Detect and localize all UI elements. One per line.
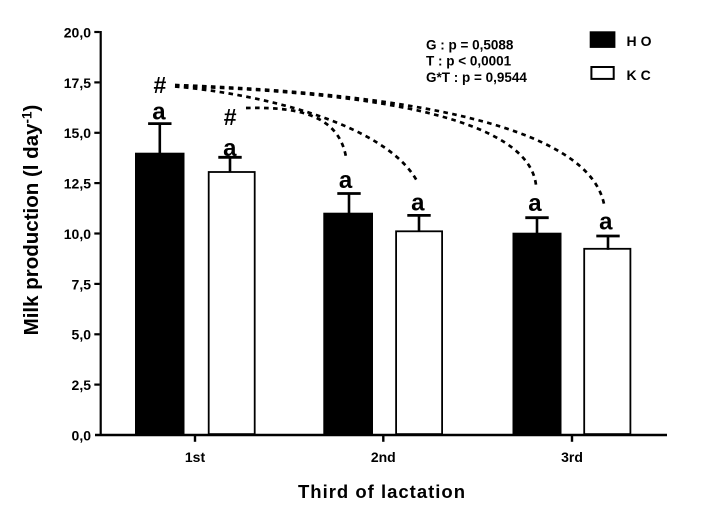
svg-text:2nd: 2nd: [371, 449, 396, 465]
svg-text:a: a: [339, 167, 353, 194]
svg-text:Milk production (l day-1): Milk production (l day-1): [20, 105, 44, 336]
svg-text:0,0: 0,0: [72, 427, 92, 443]
svg-text:7,5: 7,5: [72, 276, 92, 292]
svg-text:#: #: [154, 72, 167, 98]
svg-text:3rd: 3rd: [561, 449, 583, 465]
svg-text:a: a: [411, 190, 425, 217]
svg-text:17,5: 17,5: [64, 75, 91, 91]
svg-text:1st: 1st: [185, 449, 206, 465]
svg-text:12,5: 12,5: [64, 176, 91, 192]
svg-text:G*T : p = 0,9544: G*T : p = 0,9544: [426, 70, 527, 85]
svg-text:HO: HO: [627, 33, 656, 49]
svg-text:20,0: 20,0: [64, 24, 91, 40]
svg-text:G : p = 0,5088: G : p = 0,5088: [426, 37, 514, 52]
svg-text:a: a: [223, 135, 237, 162]
svg-text:a: a: [599, 209, 613, 236]
svg-text:a: a: [152, 99, 166, 126]
svg-text:KC: KC: [627, 67, 655, 83]
svg-text:Third of lactation: Third of lactation: [298, 481, 466, 502]
svg-text:10,0: 10,0: [64, 226, 91, 242]
svg-text:15,0: 15,0: [64, 125, 91, 141]
svg-text:T : p < 0,0001: T : p < 0,0001: [426, 54, 512, 69]
svg-text:a: a: [528, 190, 542, 217]
svg-text:5,0: 5,0: [72, 327, 92, 343]
svg-text:#: #: [224, 104, 237, 130]
svg-text:2,5: 2,5: [72, 377, 92, 393]
